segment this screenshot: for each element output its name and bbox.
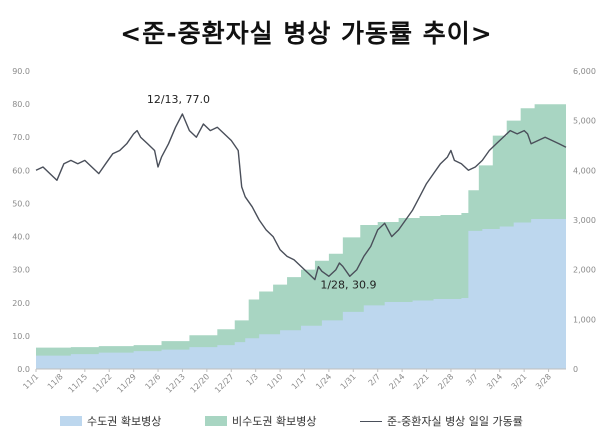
x-tick-label: 1/24	[314, 372, 333, 391]
x-tick-label: 12/6	[143, 372, 162, 391]
y-right-tick-label: 4,000	[573, 166, 596, 175]
y-left-tick-label: 0.0	[17, 365, 30, 374]
y-left-tick-label: 80.0	[12, 100, 30, 109]
chart-title: <준-중환자실 병상 가동률 추이>	[120, 19, 493, 48]
legend-label-noncapital: 비수도권 확보병상	[232, 415, 317, 428]
x-tick-label: 11/8	[46, 372, 65, 391]
y-right-tick-label: 0	[573, 365, 578, 374]
legend-swatch-rate	[360, 420, 382, 422]
line-layer	[35, 113, 567, 281]
legend-item-rate: 준-중환자실 병상 일일 가동률	[360, 413, 523, 429]
annotation-low: 1/28, 30.9	[320, 279, 376, 292]
x-tick-label: 1/31	[339, 372, 358, 391]
x-tick-label: 11/22	[91, 372, 114, 395]
y-left-tick-label: 20.0	[12, 299, 30, 308]
y-right-tick-label: 3,000	[573, 216, 596, 225]
y-left-tick-label: 60.0	[12, 166, 30, 175]
x-tick-label: 3/14	[485, 372, 504, 391]
legend-item-capital: 수도권 확보병상	[60, 413, 161, 429]
line-occupancy-rate	[35, 113, 567, 281]
x-tick-label: 11/15	[67, 372, 90, 395]
x-tick-label: 1/3	[245, 372, 260, 387]
x-tick-label: 12/20	[189, 372, 212, 395]
x-tick-label: 3/28	[534, 372, 553, 391]
y-left-tick-label: 30.0	[12, 266, 30, 275]
x-tick-label: 3/7	[464, 372, 479, 387]
legend-label-capital: 수도권 확보병상	[87, 415, 162, 428]
y-left-tick-label: 10.0	[12, 332, 30, 341]
x-tick-label: 2/14	[387, 372, 406, 391]
x-tick-label: 11/1	[21, 372, 40, 391]
y-left-tick-label: 90.0	[12, 67, 30, 76]
annotation-peak: 12/13, 77.0	[147, 93, 210, 106]
y-right-tick-label: 2,000	[573, 266, 596, 275]
annotation-layer: 12/13, 77.0 1/28, 30.9	[147, 93, 377, 292]
y-right-tick-label: 1,000	[573, 315, 596, 324]
legend-label-rate: 준-중환자실 병상 일일 가동률	[387, 415, 523, 428]
legend-swatch-noncapital	[205, 416, 227, 426]
legend: 수도권 확보병상 비수도권 확보병상 준-중환자실 병상 일일 가동률	[0, 411, 613, 431]
x-tick-label: 2/7	[367, 372, 382, 387]
x-tick-label: 1/17	[290, 372, 309, 391]
areas-layer	[36, 103, 566, 370]
x-tick-label: 2/28	[436, 372, 455, 391]
x-tick-label: 11/29	[115, 372, 138, 395]
chart-svg: 0.0 10.0 20.0 30.0 40.0 50.0 60.0 70.0 80.0 90.0 0…	[12, 67, 596, 395]
x-tick-label: 3/21	[510, 372, 529, 391]
y-left-tick-label: 50.0	[12, 199, 30, 208]
legend-item-noncapital: 비수도권 확보병상	[205, 413, 316, 429]
y-right-tick-label: 5,000	[573, 117, 596, 126]
x-tick-label: 2/21	[412, 372, 431, 391]
x-tick-label: 1/10	[265, 372, 284, 391]
y-right-tick-label: 6,000	[573, 67, 596, 76]
x-tick-label: 12/27	[213, 372, 236, 395]
y-left-tick-label: 70.0	[12, 133, 30, 142]
area-capital-beds	[36, 217, 566, 369]
x-tick-label: 12/13	[164, 372, 187, 395]
y-left-tick-label: 40.0	[12, 233, 30, 242]
legend-swatch-capital	[60, 416, 82, 426]
